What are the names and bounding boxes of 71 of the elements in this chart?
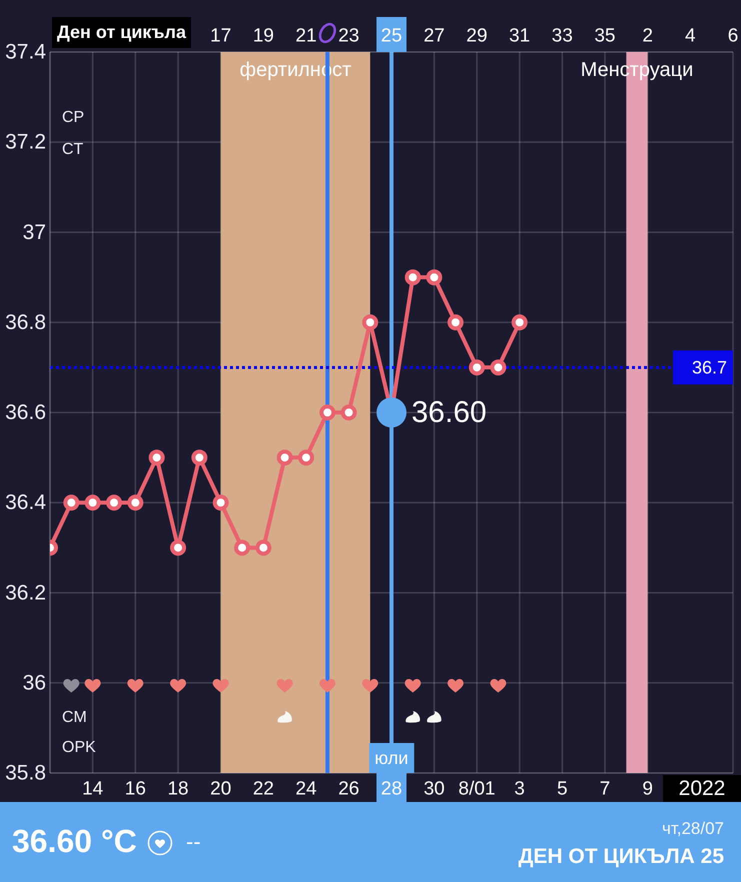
x-tick-label: 24	[296, 778, 318, 800]
point	[255, 540, 272, 556]
x-tick-label: 9	[642, 778, 653, 800]
x-tick-label: 30	[424, 778, 445, 800]
point	[170, 540, 186, 556]
y-tick-label: 37.4	[5, 40, 46, 64]
point	[148, 450, 165, 466]
text: чт,28/07	[662, 818, 724, 840]
x2-tick-label: 4	[685, 26, 696, 46]
point	[468, 359, 485, 376]
point	[63, 494, 80, 511]
point	[212, 494, 229, 511]
x2-tick-label: 21	[296, 26, 317, 46]
x-tick-label: 5	[556, 778, 568, 800]
text: 2022	[663, 775, 741, 802]
annotation: CP	[62, 108, 84, 128]
y-tick-label: 35.8	[5, 762, 46, 784]
y-tick-label: 36	[22, 671, 46, 694]
point	[362, 314, 378, 330]
point	[276, 450, 293, 466]
x2-tick-label: 17	[210, 26, 232, 46]
x-tick-label: 16	[124, 778, 146, 800]
text: --	[186, 828, 201, 856]
x-tick-label: 3	[514, 778, 525, 800]
y-tick-label: 37	[22, 220, 46, 244]
x2-tick-label: 35	[594, 26, 616, 46]
x-tick-label: 8/01	[458, 778, 496, 800]
annotation: OPK	[62, 738, 96, 758]
x-tick-label: 28	[380, 778, 402, 800]
annotation: 36.60	[412, 394, 487, 430]
y-tick-label: 36.4	[5, 491, 46, 514]
point	[448, 314, 464, 330]
text: 36.60 °C	[12, 822, 137, 861]
x2-tick-label: 23	[338, 26, 360, 46]
x2-tick-label: 33	[552, 26, 573, 46]
y-tick-label: 36.2	[5, 581, 46, 604]
annotation: юли	[368, 743, 414, 773]
x-tick-label: 20	[210, 778, 232, 800]
x2-tick-label: 6	[728, 26, 738, 46]
x2-tick-label: 2	[642, 26, 653, 46]
x2-tick-label: 31	[508, 26, 530, 46]
point	[191, 450, 208, 466]
x2-tick-label: 27	[424, 26, 445, 46]
annotation: CM	[62, 708, 87, 728]
y-tick-label: 37.2	[5, 130, 46, 154]
x2-tick-label: 19	[252, 26, 274, 46]
x2-tick-label: 29	[466, 26, 488, 46]
point	[319, 404, 336, 420]
ref-line-label: 36.7	[692, 357, 727, 378]
annotation: CT	[62, 140, 84, 160]
y-tick-label: 36.8	[5, 310, 46, 334]
point	[490, 359, 506, 376]
point	[426, 269, 442, 286]
point	[84, 494, 101, 511]
point	[234, 540, 250, 556]
point	[340, 404, 357, 420]
point	[106, 494, 122, 511]
point	[127, 494, 144, 511]
point	[512, 314, 528, 330]
x2-axis-title: Ден от цикъла	[52, 17, 191, 48]
x-tick-label: 7	[600, 778, 610, 800]
point	[376, 398, 406, 428]
point	[298, 450, 314, 466]
point	[404, 269, 421, 286]
x-tick-label: 22	[252, 778, 274, 800]
y-tick-label: 36.6	[5, 401, 46, 424]
x2-tick-label: 25	[380, 26, 402, 46]
text: ДЕН ОТ ЦИКЪЛА 25	[518, 844, 724, 870]
x-tick-label: 26	[338, 778, 360, 800]
x-tick-label: 14	[82, 778, 104, 800]
x-tick-label: 18	[167, 778, 189, 800]
